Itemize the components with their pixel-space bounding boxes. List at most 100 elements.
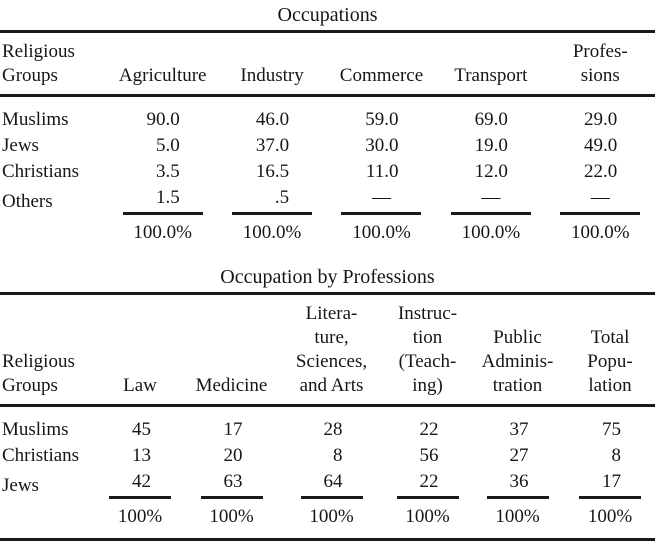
occupations-title: Occupations xyxy=(277,4,378,26)
table-row: Muslims 90.0 46.0 59.0 69.0 29.0 xyxy=(0,96,655,134)
table-cell: 13 xyxy=(132,445,151,466)
column-header-instruction-teaching: Instruc- tion (Teach- ing) xyxy=(385,295,470,407)
table-cell: 22 xyxy=(385,469,470,499)
column-header-transport: Transport xyxy=(436,33,546,97)
table-cell: 19.0 xyxy=(474,135,508,156)
header-row: Religious Groups Law Medicine Litera- tu… xyxy=(0,295,655,407)
table-cell: 45 xyxy=(132,419,151,440)
table-cell: 16.5 xyxy=(255,161,290,182)
table-cell: .5 xyxy=(217,185,326,215)
total-cell: 100.0% xyxy=(461,222,521,243)
table-cell: 17 xyxy=(223,419,243,440)
row-label: Christians xyxy=(2,445,80,466)
sum-underline: 64 xyxy=(300,469,363,499)
em-dash: — xyxy=(371,187,391,208)
empty-cell xyxy=(0,215,108,254)
professions-table: Religious Groups Law Medicine Litera- tu… xyxy=(0,295,655,538)
table-cell: 22.0 xyxy=(584,161,618,182)
table-row: Others 1.5 .5 — — — xyxy=(0,185,655,215)
table-cell: 30.0 xyxy=(365,135,399,156)
column-header-literature-sciences-arts: Litera- ture, Sciences, and Arts xyxy=(278,295,385,407)
sum-underline: 22 xyxy=(396,469,459,499)
horizontal-rule xyxy=(0,538,655,541)
column-header-professions: Profes- sions xyxy=(545,33,655,97)
column-header-agriculture: Agriculture xyxy=(108,33,218,97)
sum-underline: 17 xyxy=(579,469,641,499)
table-row: Jews 5.0 37.0 30.0 19.0 49.0 xyxy=(0,133,655,159)
horizontal-rule xyxy=(0,292,655,295)
occupations-table: Religious Groups Agriculture Industry Co… xyxy=(0,33,655,254)
horizontal-rule xyxy=(0,30,655,33)
total-cell: 100% xyxy=(309,506,354,527)
table-row: Muslims 45 17 28 22 37 75 xyxy=(0,406,655,444)
table-cell: 17 xyxy=(565,469,655,499)
table-cell: 37 xyxy=(509,419,529,440)
empty-cell xyxy=(0,499,95,538)
table-cell: 29.0 xyxy=(584,109,618,130)
table-cell: 63 xyxy=(185,469,278,499)
table-cell: — xyxy=(436,185,545,215)
row-label: Christians xyxy=(2,161,80,182)
total-cell: 100.0% xyxy=(242,222,302,243)
table-cell: 20 xyxy=(223,445,243,466)
table-cell: 37.0 xyxy=(255,135,290,156)
sum-underline: 36 xyxy=(486,469,549,499)
table-row: Jews 42 63 64 22 36 17 xyxy=(0,469,655,499)
sum-underline: 63 xyxy=(200,469,263,499)
sum-underline: — xyxy=(560,185,641,215)
total-cell: 100.0% xyxy=(352,222,411,243)
total-cell: 100% xyxy=(405,506,450,527)
totals-row: 100% 100% 100% 100% 100% 100% xyxy=(0,499,655,538)
em-dash: — xyxy=(590,187,610,208)
column-header-medicine: Medicine xyxy=(185,295,278,407)
table-cell: 42 xyxy=(95,469,185,499)
total-cell: 100% xyxy=(495,506,540,527)
total-cell: 100% xyxy=(587,506,633,527)
table-cell: 27 xyxy=(509,445,529,466)
row-label: Jews xyxy=(2,475,39,496)
total-cell: 100.0% xyxy=(570,222,630,243)
table-cell: 22 xyxy=(419,419,439,440)
professions-title: Occupation by Professions xyxy=(220,266,435,288)
table-cell: 49.0 xyxy=(584,135,618,156)
sum-underline: 42 xyxy=(109,469,171,499)
totals-row: 100.0% 100.0% 100.0% 100.0% 100.0% xyxy=(0,215,655,254)
em-dash: — xyxy=(481,187,501,208)
sum-underline: 1.5 xyxy=(122,185,203,215)
table-cell: 59.0 xyxy=(365,109,399,130)
table-cell: 5.0 xyxy=(155,135,180,156)
column-header-industry: Industry xyxy=(217,33,327,97)
table-row: Christians 3.5 16.5 11.0 12.0 22.0 xyxy=(0,159,655,185)
table-cell: 28 xyxy=(323,419,343,440)
row-label: Others xyxy=(2,191,53,212)
column-header-total-population: Total Popu- lation xyxy=(565,295,655,407)
sum-underline: — xyxy=(450,185,531,215)
table-cell: 11.0 xyxy=(365,161,399,182)
sum-underline: — xyxy=(341,185,422,215)
column-header-law: Law xyxy=(95,295,185,407)
header-row: Religious Groups Agriculture Industry Co… xyxy=(0,33,655,97)
table-cell: 8 xyxy=(333,445,343,466)
table-cell: 1.5 xyxy=(108,185,217,215)
table-cell: 3.5 xyxy=(155,161,180,182)
table-cell: 90.0 xyxy=(146,109,180,130)
table-cell: 56 xyxy=(419,445,439,466)
total-cell: 100% xyxy=(117,506,163,527)
total-cell: 100% xyxy=(209,506,254,527)
table-cell: 64 xyxy=(278,469,385,499)
column-header-public-administration: Public Adminis- tration xyxy=(470,295,565,407)
professions-section: Occupation by Professions Religious Grou… xyxy=(0,262,655,541)
table-row: Christians 13 20 8 56 27 8 xyxy=(0,443,655,469)
column-header-commerce: Commerce xyxy=(326,33,437,97)
table-cell: 12.0 xyxy=(474,161,508,182)
table-cell: 36 xyxy=(470,469,565,499)
sum-underline: .5 xyxy=(232,185,313,215)
row-group-header: Religious Groups xyxy=(0,33,108,97)
table-cell: — xyxy=(546,185,655,215)
table-cell: 75 xyxy=(602,419,621,440)
table-cell: 69.0 xyxy=(474,109,508,130)
row-group-header: Religious Groups xyxy=(0,295,95,407)
row-label: Muslims xyxy=(2,419,69,440)
row-label: Jews xyxy=(2,135,39,156)
